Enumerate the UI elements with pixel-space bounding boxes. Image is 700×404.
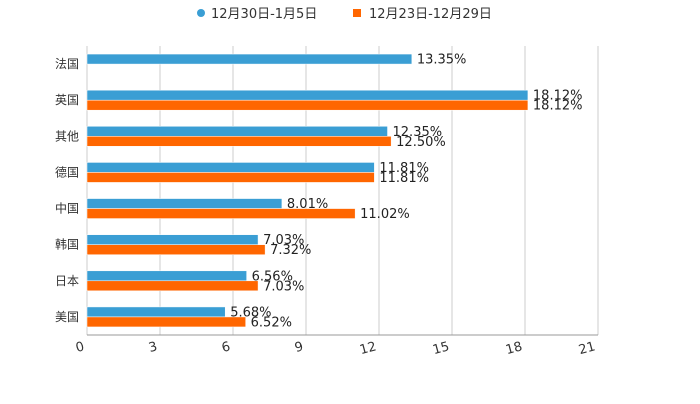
bar-6-series-1[interactable] <box>86 280 259 292</box>
bar-7-series-1[interactable] <box>86 316 246 328</box>
data-labels: 13.35% 18.12%18.12% 12.35%12.50% 11.81%11.8… <box>230 53 582 331</box>
data-label-3-series-1: 11.81% <box>379 171 429 186</box>
data-label-7-series-0: 5.68% <box>230 305 271 320</box>
bar-3-series-0[interactable] <box>86 162 375 173</box>
data-label-3-series-0: 11.81% <box>379 161 429 176</box>
data-label-5-series-0: 7.03% <box>263 233 304 248</box>
x-tick-label-7: 21 <box>577 339 597 358</box>
bar-4-series-1[interactable] <box>86 208 356 219</box>
category-label-4: 中国 <box>55 201 79 216</box>
x-tick-label-3: 9 <box>293 339 305 356</box>
data-label-4-series-1: 11.02% <box>360 207 410 222</box>
legend[interactable]: 12月30日-1月5日 12月23日-12月29日 <box>197 7 492 22</box>
category-label-3: 德国 <box>55 164 79 179</box>
bar-0-series-0[interactable] <box>86 53 413 65</box>
x-tick-label-1: 3 <box>147 339 159 356</box>
category-label-2: 其他 <box>55 129 79 143</box>
bar-1-series-1[interactable] <box>86 99 529 111</box>
data-label-6-series-1: 7.03% <box>263 279 304 294</box>
bar-3-series-1[interactable] <box>86 172 375 183</box>
x-tick-label-4: 12 <box>358 339 378 358</box>
x-tick-label-2: 6 <box>220 339 232 356</box>
data-label-5-series-1: 7.32% <box>270 243 311 258</box>
legend-label-1: 12月23日-12月29日 <box>369 7 492 22</box>
data-label-1-series-0: 18.12% <box>533 89 583 104</box>
bar-1-series-0[interactable] <box>86 89 529 101</box>
data-label-2-series-0: 12.35% <box>393 125 443 140</box>
data-label-0-series-0: 13.35% <box>417 53 467 68</box>
bar-2-series-1[interactable] <box>86 136 392 147</box>
category-label-1: 英国 <box>55 93 79 107</box>
x-tick-label-5: 15 <box>431 339 451 358</box>
category-label-0: 法国 <box>55 57 79 71</box>
bar-2-series-0[interactable] <box>86 126 388 137</box>
data-label-6-series-0: 6.56% <box>252 269 293 284</box>
bar-5-series-1[interactable] <box>86 244 266 255</box>
category-label-7: 美国 <box>55 310 79 324</box>
legend-marker-square-icon <box>353 9 361 17</box>
legend-marker-circle-icon <box>197 9 205 17</box>
grid-lines <box>86 46 599 335</box>
bar-7-series-0[interactable] <box>86 306 226 318</box>
legend-item-1[interactable]: 12月23日-12月29日 <box>353 7 492 22</box>
data-label-4-series-0: 8.01% <box>287 197 328 212</box>
legend-item-0[interactable]: 12月30日-1月5日 <box>197 7 317 22</box>
data-label-2-series-1: 12.50% <box>396 135 446 150</box>
category-label-6: 日本 <box>55 274 79 288</box>
x-tick-label-6: 18 <box>504 339 524 358</box>
x-tick-label-0: 0 <box>74 339 86 356</box>
bar-5-series-0[interactable] <box>86 234 259 245</box>
bar-4-series-0[interactable] <box>86 198 283 209</box>
bar-6-series-0[interactable] <box>86 270 247 282</box>
legend-label-0: 12月30日-1月5日 <box>211 7 317 22</box>
data-label-7-series-1: 6.52% <box>251 315 292 330</box>
bars <box>86 53 529 328</box>
category-label-5: 韩国 <box>55 237 79 252</box>
data-label-1-series-1: 18.12% <box>533 99 583 114</box>
